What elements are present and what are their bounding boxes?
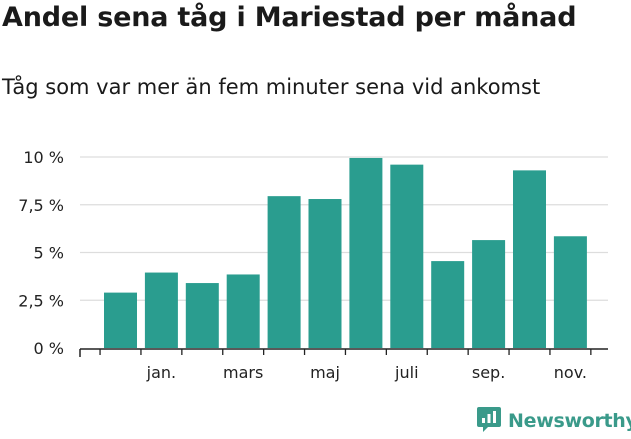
x-tick-label: mars	[223, 363, 263, 382]
y-tick-label: 2,5 %	[18, 291, 64, 310]
x-axis: jan. mars maj juli sep. nov.	[79, 348, 608, 382]
bar-aug.	[431, 261, 465, 348]
bar-apr.	[267, 196, 301, 348]
newsworthy-logo: Newsworthy	[476, 406, 631, 436]
y-tick-label: 10 %	[23, 148, 64, 167]
bar-feb.	[185, 283, 219, 348]
newsworthy-logo-icon	[476, 405, 502, 437]
y-tick-label: 0 %	[34, 339, 64, 358]
x-tick-label: maj	[310, 363, 340, 382]
newsworthy-logo-text: Newsworthy	[508, 410, 631, 432]
y-tick-label: 7,5 %	[18, 196, 64, 215]
bar-okt.	[513, 170, 546, 348]
chart-subtitle: Tåg som var mer än fem minuter sena vid …	[2, 75, 541, 99]
bar-mars	[226, 274, 260, 348]
chart-title: Andel sena tåg i Mariestad per månad	[2, 2, 577, 33]
y-tick-label: 5 %	[34, 244, 64, 263]
x-tick-label: jan.	[146, 363, 176, 382]
bar-chart: 0 % 2,5 % 5 % 7,5 % 10 % jan. mars maj juli sep.…	[18, 148, 608, 382]
bar-juli	[390, 164, 424, 348]
bar-dec.	[104, 292, 137, 348]
y-axis-tick-labels: 0 % 2,5 % 5 % 7,5 % 10 %	[18, 148, 64, 358]
bar-jan.	[144, 272, 178, 348]
bar-juni	[349, 157, 383, 348]
bar-nov.	[553, 236, 587, 348]
bar-maj	[308, 199, 342, 348]
x-tick-label: nov.	[554, 363, 587, 382]
bar-sep.	[472, 240, 506, 348]
x-tick-label: juli	[394, 363, 418, 382]
bar-series	[104, 157, 587, 348]
x-tick-label: sep.	[472, 363, 505, 382]
